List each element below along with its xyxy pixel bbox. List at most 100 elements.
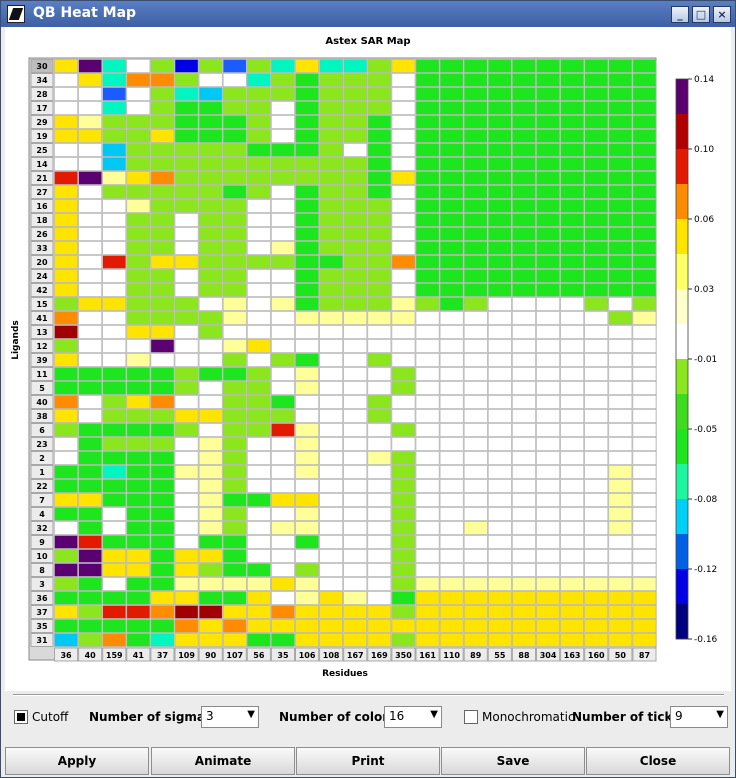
heatmap-cell xyxy=(632,269,657,283)
dropdown-arrow-icon[interactable]: ▼ xyxy=(716,709,724,720)
heatmap-cell xyxy=(439,255,464,269)
heatmap-cell xyxy=(319,115,344,129)
heatmap-cell xyxy=(391,395,416,409)
heatmap-cell xyxy=(174,199,199,213)
heatmap-cell xyxy=(150,633,175,647)
apply-button[interactable]: Apply xyxy=(5,747,149,775)
heatmap-cell xyxy=(102,73,127,87)
column-label-cell xyxy=(150,647,175,662)
heatmap-cell xyxy=(415,423,440,437)
heatmap-cell xyxy=(391,227,416,241)
save-button[interactable]: Save xyxy=(441,747,585,775)
row-label-cell xyxy=(30,297,54,311)
heatmap-cell xyxy=(584,493,609,507)
heatmap-cell xyxy=(126,633,151,647)
heatmap-cell xyxy=(487,143,512,157)
heatmap-cell xyxy=(78,325,102,339)
heatmap-cell xyxy=(560,311,584,325)
heatmap-cell xyxy=(560,423,584,437)
heatmap-cell xyxy=(560,619,584,633)
column-label-cell xyxy=(54,647,79,662)
colors-combo[interactable]: 16 ▼ xyxy=(384,706,442,728)
close-window-button[interactable]: × xyxy=(713,6,731,23)
heatmap-cell xyxy=(102,101,127,115)
close-button[interactable]: Close xyxy=(586,747,730,775)
dropdown-arrow-icon[interactable]: ▼ xyxy=(430,709,438,720)
heatmap-cell xyxy=(247,269,271,283)
heatmap-cell xyxy=(512,521,536,535)
heatmap-cell xyxy=(198,115,223,129)
print-button[interactable]: Print xyxy=(296,747,440,775)
heatmap-cell xyxy=(295,339,319,353)
heatmap-cell xyxy=(78,479,102,493)
heatmap-cell xyxy=(439,73,464,87)
heatmap-cell xyxy=(271,325,295,339)
heatmap-cell xyxy=(608,171,633,185)
dropdown-arrow-icon[interactable]: ▼ xyxy=(247,709,255,720)
heatmap-cell xyxy=(222,577,247,591)
heatmap-cell xyxy=(343,241,368,255)
heatmap-cell xyxy=(391,255,416,269)
heatmap-cell xyxy=(198,549,223,563)
heatmap-cell xyxy=(439,423,464,437)
row-label-cell xyxy=(30,325,54,339)
heatmap-cell xyxy=(512,325,536,339)
heatmap-cell xyxy=(174,241,199,255)
heatmap-cell xyxy=(487,227,512,241)
row-label: 6 xyxy=(39,426,45,435)
heatmap-cell xyxy=(439,129,464,143)
row-label: 18 xyxy=(36,216,48,225)
heatmap-cell xyxy=(367,297,392,311)
heatmap-cell xyxy=(343,339,368,353)
colorbar-segment xyxy=(676,464,688,500)
heatmap-cell xyxy=(222,633,247,647)
heatmap-cell xyxy=(247,115,271,129)
ticks-combo[interactable]: 9 ▼ xyxy=(670,706,728,728)
column-label-cell xyxy=(391,647,416,662)
cutoff-checkbox[interactable] xyxy=(14,710,28,724)
heatmap-cell xyxy=(584,353,609,367)
heatmap-cell xyxy=(415,157,440,171)
heatmap-cell xyxy=(78,563,102,577)
chart-title: Astex SAR Map xyxy=(325,36,411,47)
heatmap-cell xyxy=(560,367,584,381)
heatmap-cell xyxy=(271,367,295,381)
heatmap-cell xyxy=(367,311,392,325)
heatmap-cell xyxy=(198,297,223,311)
heatmap-cell xyxy=(126,521,151,535)
heatmap-cell xyxy=(271,213,295,227)
heatmap-cell xyxy=(608,381,633,395)
sigmas-combo[interactable]: 3 ▼ xyxy=(201,706,259,728)
heatmap-cell xyxy=(560,73,584,87)
heatmap-cell xyxy=(319,437,344,451)
heatmap-cell xyxy=(319,549,344,563)
heatmap-cell xyxy=(343,255,368,269)
colorbar-segment xyxy=(676,604,688,640)
minimize-button[interactable]: _ xyxy=(671,6,689,23)
colors-value: 16 xyxy=(389,709,405,723)
heatmap-cell xyxy=(102,577,127,591)
column-label-cell xyxy=(174,647,199,662)
heatmap-cell xyxy=(367,143,392,157)
heatmap-cell xyxy=(102,563,127,577)
column-label-cell xyxy=(584,647,609,662)
colors-label: Number of colors: xyxy=(279,710,401,724)
heatmap-cell xyxy=(78,465,102,479)
heatmap-cell xyxy=(247,479,271,493)
colorbar-tick-label: 0.14 xyxy=(694,75,714,85)
heatmap-cell xyxy=(54,563,78,577)
heatmap-cell xyxy=(126,269,151,283)
heatmap-cell xyxy=(174,465,199,479)
colorbar-segment xyxy=(676,324,688,360)
heatmap-cell xyxy=(536,381,560,395)
animate-button[interactable]: Animate xyxy=(151,747,295,775)
heatmap-cell xyxy=(126,241,151,255)
title-bar[interactable]: QB Heat Map _ □ × xyxy=(1,1,735,27)
heatmap-cell xyxy=(54,213,78,227)
heatmap-cell xyxy=(536,409,560,423)
heatmap-cell xyxy=(439,465,464,479)
heatmap-cell xyxy=(174,297,199,311)
monochromatic-checkbox[interactable] xyxy=(464,710,478,724)
heatmap-cell xyxy=(536,535,560,549)
maximize-button[interactable]: □ xyxy=(692,6,710,23)
